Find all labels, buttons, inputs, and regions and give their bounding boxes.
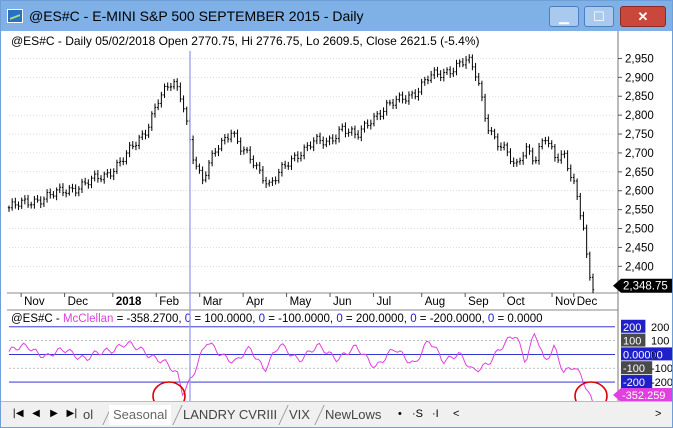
time-axis-label: 2018 (116, 296, 142, 308)
mcclellan-line (8, 332, 593, 401)
chart-app-icon (7, 9, 23, 23)
level-zero: 0 (259, 313, 265, 325)
time-axis-label: Apr (246, 296, 264, 308)
time-axis-label: Sep (468, 296, 488, 308)
last-sheet-button[interactable]: ▶| (66, 408, 78, 419)
time-axis: Nov Dec 2018 Feb Mar Apr May Jun Jul Aug Sep Oct Nov… (20, 293, 598, 308)
price-tick-label: 2,850 (625, 91, 654, 103)
oscillator-tick-label: 0 (651, 349, 657, 361)
window-title: @ES#C - E-MINI S&P 500 SEPTEMBER 2015 - … (29, 8, 364, 24)
level-text: = 200.0000, (343, 313, 410, 325)
time-axis-label: Dec (68, 296, 89, 308)
price-tick-label: 2,700 (625, 148, 654, 160)
tab-newlows[interactable]: NewLows (325, 407, 382, 422)
tab-partial[interactable]: ol (83, 407, 94, 422)
oscillator-level-badge (621, 333, 646, 347)
time-axis-label: Jul (376, 296, 391, 308)
annotation-circle (574, 381, 608, 401)
level-zero: 0 (185, 313, 191, 325)
price-chart[interactable]: @ES#C - Daily 05/02/2018 Open 2770.75, H… (1, 31, 672, 401)
oscillator-tick-label: -200 (651, 377, 672, 389)
level-zero: 0 (336, 313, 342, 325)
price-header: @ES#C - Daily 05/02/2018 Open 2770.75, H… (11, 34, 479, 48)
price-tick-label: 2,550 (625, 205, 654, 217)
oscillator-last-value: -352.259 (613, 388, 672, 401)
time-axis-label: Aug (425, 296, 445, 308)
level-text: = -100.0000, (265, 313, 336, 325)
oscillator-level-badge-text: -100 (623, 363, 645, 375)
price-tick-label: 2,750 (625, 129, 654, 141)
last-price-marker: 2,348.75 (613, 278, 672, 293)
tab-seasonal[interactable]: Seasonal (109, 405, 172, 425)
price-tick-label: 2,600 (625, 186, 654, 198)
level-zero: 0 (488, 313, 494, 325)
oscillator-level-badge (621, 375, 653, 389)
first-sheet-button[interactable]: |◀ (12, 408, 24, 419)
price-tick-label: 2,950 (625, 53, 654, 65)
indicator-header: @ES#C - McClellan = -358.2700, 0 = 100.0… (11, 313, 543, 325)
mcclellan-line-path (8, 332, 593, 401)
tab-landry-cvriii[interactable]: LANDRY CVRIII (183, 407, 278, 422)
time-axis-label: Feb (159, 296, 179, 308)
time-axis-label: Mar (203, 296, 223, 308)
price-gridlines (9, 58, 615, 267)
oscillator-tick-label: 100 (651, 336, 669, 348)
time-axis-label: Oct (507, 296, 526, 308)
i-button[interactable]: ·I (432, 408, 439, 420)
time-axis-label: Nov (24, 296, 45, 308)
last-price-label: 2,348.75 (623, 281, 668, 293)
prev-sheet-button[interactable]: ◀ (32, 408, 40, 419)
oscillator-levels (9, 326, 615, 383)
price-tick-label: 2,450 (625, 242, 654, 254)
oscillator-last-badge (613, 388, 672, 401)
oscillator-tick-label: -100 (651, 363, 672, 375)
price-tick-label: 2,400 (625, 261, 654, 273)
title-bar[interactable]: @ES#C - E-MINI S&P 500 SEPTEMBER 2015 - … (1, 1, 672, 31)
price-tick-label: 2,800 (625, 110, 654, 122)
oscillator-level-badge-text: 100 (623, 336, 641, 348)
time-axis-label: Nov (555, 296, 576, 308)
horizontal-scrollbar[interactable]: < > (449, 407, 669, 423)
oscillator-level-badge (621, 319, 646, 333)
oscillator-level-badge-text: 0.00000 (623, 349, 663, 361)
time-axis-label: May (290, 296, 312, 308)
oscillator-level-badge-text: 200 (623, 322, 641, 334)
candlestick-series (7, 54, 595, 294)
oscillator-tick-label: 200 (651, 322, 669, 334)
level-text: = 100.0000, (191, 313, 258, 325)
scroll-left-button[interactable]: < (453, 408, 460, 420)
maximize-button[interactable]: ☐ (584, 6, 614, 27)
scroll-right-button[interactable]: > (655, 408, 662, 420)
minimize-button[interactable]: ▁ (549, 6, 579, 27)
indicator-name: McClellan (63, 313, 114, 325)
level-text: = 0.0000 (494, 313, 542, 325)
next-sheet-button[interactable]: ▶ (50, 408, 58, 419)
close-button[interactable]: ✕ (620, 6, 666, 27)
oscillator-level-badge (621, 361, 653, 375)
add-sheet-button[interactable]: • (398, 408, 402, 420)
tab-vix[interactable]: VIX (289, 407, 310, 422)
indicator-prefix: @ES#C - (11, 313, 63, 325)
oscillator-level-badge (621, 347, 672, 361)
oscillator-level-badge-text: -200 (623, 377, 645, 389)
last-price-badge (613, 278, 672, 293)
price-tick-label: 2,500 (625, 224, 654, 236)
s-button[interactable]: ·S (412, 408, 423, 420)
price-tick-label: 2,900 (625, 72, 654, 84)
price-axis: 2,950 2,900 2,850 2,800 2,750 2,700 2,650 2,600… (618, 53, 654, 273)
annotation-circle (152, 381, 186, 401)
sheet-tab-bar: |◀ ◀ ▶ ▶| ol Seasonal LANDRY CVRIII VIX … (1, 401, 672, 427)
indicator-value: = -358.2700, (113, 313, 184, 325)
price-tick-label: 2,650 (625, 167, 654, 179)
time-axis-label: Jun (333, 296, 352, 308)
level-text: = -200.0000, (417, 313, 488, 325)
oscillator-last-label: -352.259 (622, 390, 665, 401)
level-zero: 0 (410, 313, 416, 325)
time-axis-label: Dec (577, 296, 598, 308)
